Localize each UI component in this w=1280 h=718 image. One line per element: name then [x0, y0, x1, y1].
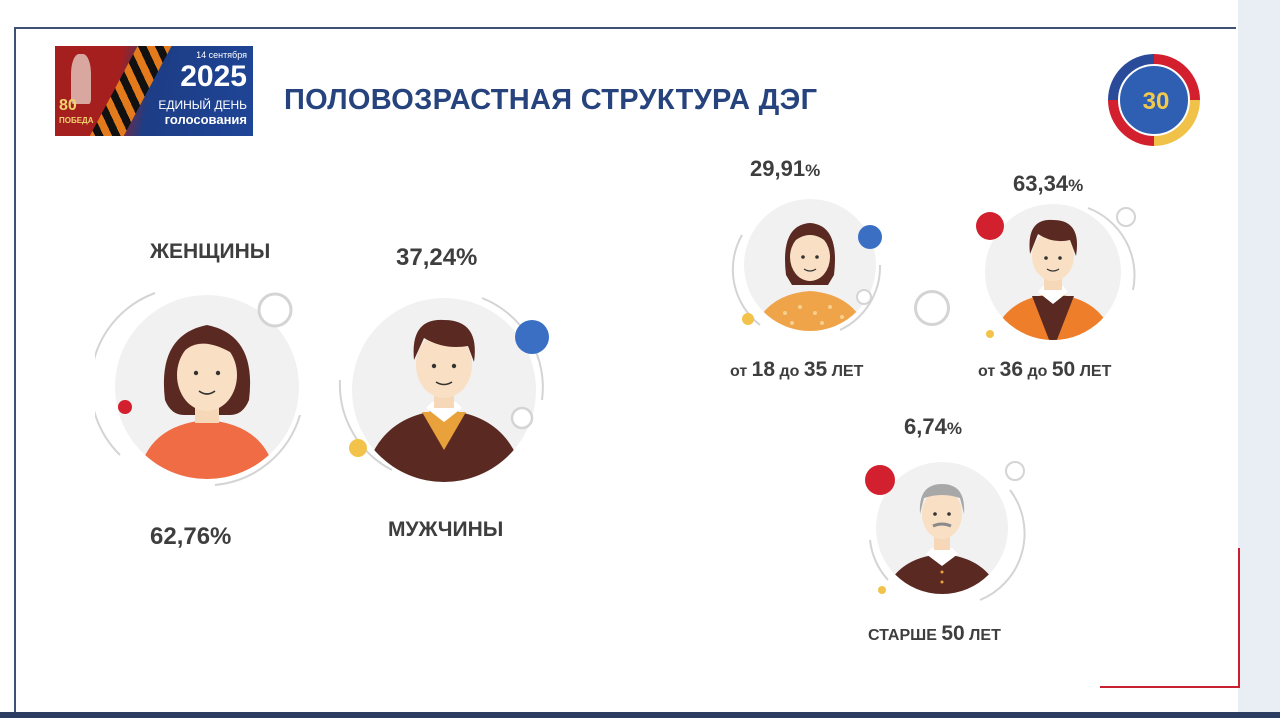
age-50-plus-moustache-icon [932, 522, 952, 528]
age-36-50-red-dot [976, 212, 1004, 240]
page-title: ПОЛОВОЗРАСТНАЯ СТРУКТУРА ДЭГ [284, 84, 818, 116]
age-36-50-face-icon [1032, 231, 1074, 281]
age-50-plus-face-icon [922, 489, 962, 539]
women-avatar [95, 292, 301, 486]
emblem-number: 30 [1142, 88, 1170, 115]
banner-date: 14 сентября [196, 50, 247, 60]
age-18-35-value: 29,91% [750, 156, 821, 181]
red-corner-accent-vertical [1238, 548, 1240, 688]
banner-line-2: голосования [164, 112, 247, 127]
election-day-banner-logo: 80 ПОБЕДА 14 сентября 2025 ЕДИНЫЙ ДЕНЬ г… [55, 46, 253, 136]
women-red-dot [118, 400, 132, 414]
slide-frame-top [14, 27, 1236, 29]
men-open-circle [510, 406, 534, 430]
women-arc-left [95, 292, 156, 456]
men-collar-icon [422, 412, 466, 450]
men-label: МУЖЧИНЫ [388, 518, 504, 541]
age-18-35-shirt-icon [750, 291, 870, 331]
red-corner-accent-horizontal [1100, 686, 1240, 688]
men-hair-icon [413, 319, 475, 362]
slide-frame-bottom [0, 712, 1280, 718]
age-50-plus-hair-icon [919, 484, 965, 514]
age-50-plus-red-dot [865, 465, 895, 495]
age-36-50-avatar [976, 204, 1136, 340]
women-value: 62,76% [150, 523, 232, 550]
slide-frame-left [14, 27, 16, 713]
age-50-plus-label: СТАРШЕ 50 ЛЕТ [868, 622, 1001, 645]
age-50-plus-avatar [865, 461, 1026, 601]
age-36-50-label: от 36 до 50 ЛЕТ [978, 358, 1112, 381]
monument-icon [71, 54, 91, 104]
men-face-icon [416, 332, 472, 398]
election-commission-emblem: 30 [1108, 54, 1200, 146]
emblem-inner: 30 [1118, 64, 1190, 136]
women-shirt-icon [137, 420, 277, 479]
women-open-circle [257, 292, 293, 328]
connector-open-circle [914, 290, 950, 326]
age-36-50-value: 63,34% [1013, 171, 1084, 196]
age-18-35-face-icon [790, 233, 830, 281]
men-avatar [338, 297, 549, 482]
victory-label: ПОБЕДА [59, 116, 94, 125]
women-arc-right [214, 414, 301, 486]
slide-side-panel [1238, 0, 1280, 718]
banner-year: 2025 [180, 60, 247, 93]
age-50-plus-value: 6,74% [904, 414, 962, 439]
women-label: ЖЕНЩИНЫ [150, 240, 271, 263]
men-value: 37,24% [396, 244, 478, 271]
men-blue-dot [515, 320, 549, 354]
women-face-icon [177, 339, 237, 411]
banner-line-1: ЕДИНЫЙ ДЕНЬ [158, 98, 247, 112]
age-18-35-label: от 18 до 35 ЛЕТ [730, 358, 864, 381]
men-yellow-dot [349, 439, 367, 457]
men-arc-left [338, 379, 393, 471]
age-18-35-blue-dot [858, 225, 882, 249]
age-18-35-avatar [731, 199, 882, 331]
victory-80-label: 80 [59, 97, 77, 114]
